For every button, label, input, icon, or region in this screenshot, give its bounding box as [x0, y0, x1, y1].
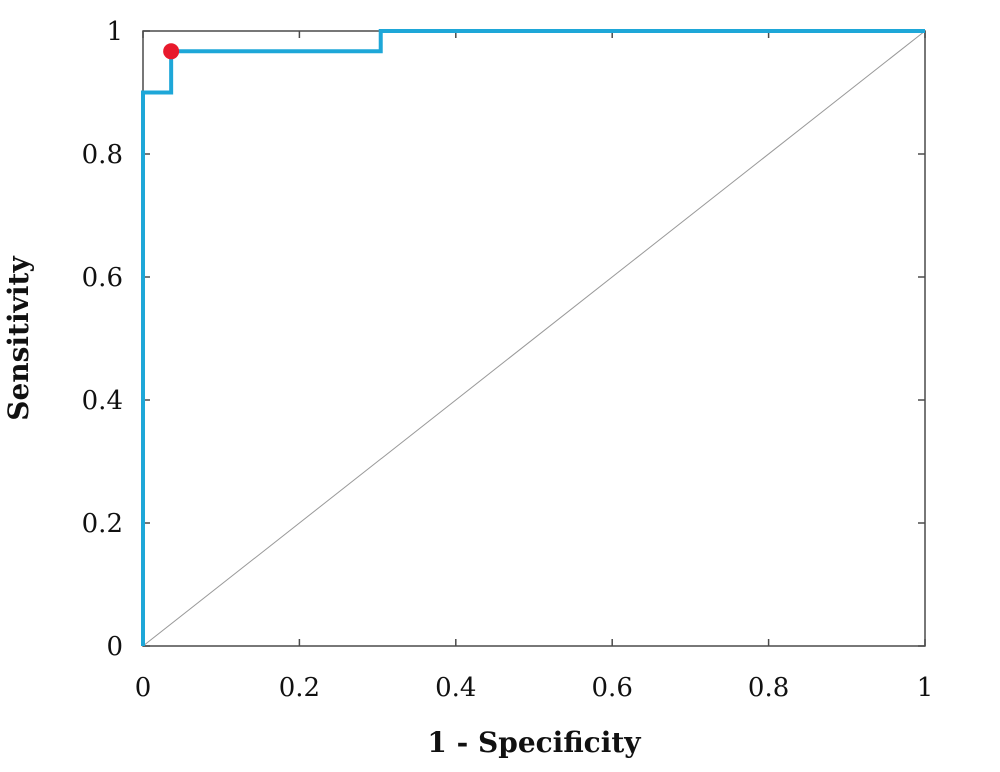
- diagonal-reference-line: [142, 30, 926, 647]
- y-axis-title: Sensitivity: [2, 256, 35, 421]
- x-tick-label: 0.2: [279, 673, 320, 703]
- optimal-cutoff-point: [163, 43, 180, 60]
- y-tick-label: 0.2: [82, 509, 123, 539]
- y-tick-label: 0: [106, 632, 123, 662]
- x-tick-label: 0.4: [435, 673, 476, 703]
- y-tick-label: 0.6: [82, 263, 123, 293]
- x-axis-title: 1 - Specificity: [427, 726, 641, 759]
- series-layer: [141, 29, 925, 646]
- x-tick-label: 0: [135, 673, 152, 703]
- y-tick-label: 1: [106, 17, 123, 47]
- tick-labels: 0 0.2 0.4 0.6 0.8 1 0 0.2 0.4 0.6 0.8 1: [82, 17, 934, 703]
- y-tick-label: 0.4: [82, 386, 123, 416]
- x-tick-label: 0.6: [592, 673, 633, 703]
- reference-lines: [142, 30, 926, 647]
- x-tick-label: 1: [917, 673, 934, 703]
- y-tick-label: 0.8: [82, 140, 123, 170]
- x-tick-label: 0.8: [748, 673, 789, 703]
